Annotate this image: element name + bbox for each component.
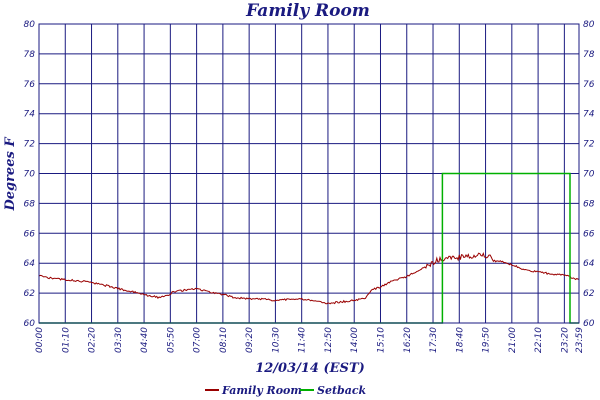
y-tick-label: 68 — [24, 199, 36, 209]
x-tick-label: 09:20 — [245, 327, 255, 353]
chart-title: Family Room — [245, 1, 370, 21]
y-tick-label-right: 72 — [583, 140, 595, 150]
y-tick-label-right: 64 — [583, 259, 595, 269]
y-tick-label: 80 — [24, 20, 36, 30]
y-tick-label-right: 76 — [583, 80, 595, 90]
y-tick-label: 66 — [24, 229, 36, 239]
y-tick-label-right: 80 — [583, 20, 595, 30]
y-tick-label: 60 — [24, 319, 36, 329]
x-tick-label: 08:10 — [219, 327, 229, 353]
x-tick-label: 18:40 — [455, 327, 465, 353]
y-tick-label-right: 78 — [583, 50, 595, 60]
y-tick-label-right: 62 — [583, 289, 595, 299]
legend-label: Family Room — [221, 384, 302, 397]
y-tick-label-right: 74 — [583, 110, 595, 120]
y-tick-label: 64 — [24, 259, 36, 269]
plot-frame — [38, 23, 580, 324]
y-tick-label-right: 68 — [583, 199, 595, 209]
y-tick-label: 62 — [24, 289, 36, 299]
y-tick-label: 76 — [24, 80, 36, 90]
x-tick-label: 03:30 — [114, 327, 124, 353]
x-tick-label: 22:10 — [534, 327, 544, 353]
x-tick-label: 01:10 — [61, 327, 71, 353]
x-tick-label: 23:20 — [560, 327, 570, 353]
x-tick-label: 05:50 — [166, 327, 176, 353]
y-tick-label-right: 70 — [583, 170, 595, 180]
y-axis-left: 60 62 64 66 68 70 72 74 76 78 80 — [24, 20, 36, 329]
x-tick-label: 02:20 — [88, 327, 98, 353]
x-tick-label: 21:00 — [508, 327, 518, 353]
x-tick-label: 16:20 — [403, 327, 413, 353]
legend-entry: Setback — [300, 384, 367, 397]
legend-entry: Family Room — [205, 384, 302, 397]
y-axis-right: 60 62 64 66 68 70 72 74 76 78 80 — [583, 20, 595, 329]
y-axis-title: Degrees F — [3, 137, 18, 212]
x-tick-label: 04:40 — [140, 327, 150, 353]
x-tick-label: 11:40 — [298, 327, 308, 353]
x-tick-label: 07:00 — [193, 327, 203, 353]
x-tick-label: 12:50 — [324, 327, 334, 353]
x-tick-label: 10:30 — [271, 327, 281, 353]
series-line-family-room — [38, 251, 580, 305]
y-tick-label: 70 — [24, 170, 36, 180]
x-axis-title: 12/03/14 (EST) — [255, 361, 365, 376]
x-tick-label: 00:00 — [35, 327, 45, 353]
y-tick-label: 74 — [24, 110, 36, 120]
legend-label: Setback — [317, 384, 367, 397]
legend: Family Room Setback — [205, 384, 367, 397]
x-tick-label: 23:59 — [575, 327, 585, 353]
x-tick-label: 19:50 — [482, 327, 492, 353]
x-tick-label: 15:10 — [376, 327, 386, 353]
y-tick-label: 78 — [24, 50, 36, 60]
y-tick-label-right: 60 — [583, 319, 595, 329]
x-tick-label: 14:00 — [350, 327, 360, 353]
x-axis: 00:00 01:10 02:20 03:30 04:40 05:50 07:00 08:10… — [35, 327, 585, 353]
y-tick-label-right: 66 — [583, 229, 595, 239]
x-tick-label: 17:30 — [429, 327, 439, 353]
y-tick-label: 72 — [24, 140, 36, 150]
